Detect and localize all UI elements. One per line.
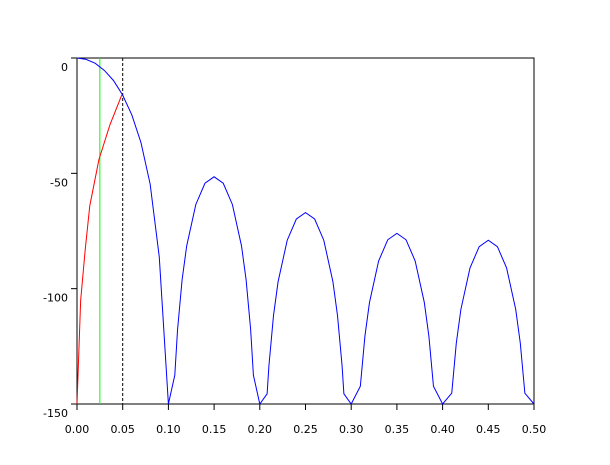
- x-tick-label: 0.50: [522, 423, 547, 436]
- y-tick-label: -100: [43, 292, 68, 305]
- line-series: [76, 94, 123, 405]
- x-tick-label: 0.25: [293, 423, 318, 436]
- x-tick-label: 0.00: [65, 423, 90, 436]
- y-tick-label: -50: [50, 176, 68, 189]
- line-series: [76, 57, 535, 406]
- x-tick-label: 0.35: [385, 423, 410, 436]
- x-tick-label: 0.20: [248, 423, 273, 436]
- x-tick-label: 0.45: [476, 423, 501, 436]
- y-tick-label: 0: [61, 61, 68, 74]
- x-tick-label: 0.05: [110, 423, 135, 436]
- x-tick-label: 0.30: [339, 423, 364, 436]
- plot-area: [76, 57, 535, 405]
- x-tick-label: 0.40: [430, 423, 455, 436]
- y-tick-label: -150: [43, 407, 68, 420]
- x-tick-label: 0.10: [156, 423, 181, 436]
- x-tick-label: 0.15: [202, 423, 227, 436]
